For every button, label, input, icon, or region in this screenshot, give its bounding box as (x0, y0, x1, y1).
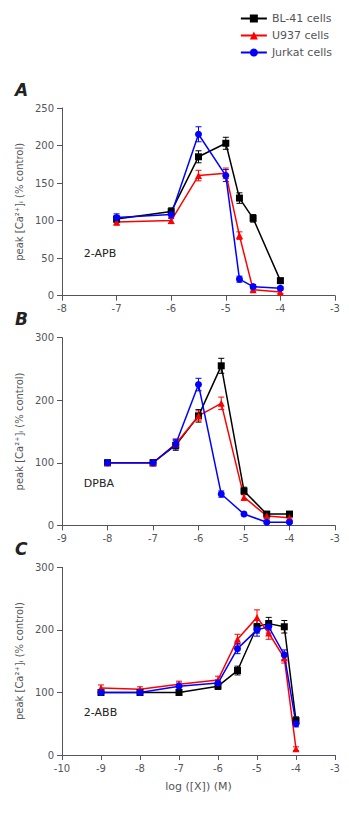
svg-text:-8: -8 (103, 533, 113, 544)
svg-text:100: 100 (35, 457, 54, 468)
svg-text:-9: -9 (57, 533, 67, 544)
svg-text:200: 200 (35, 140, 54, 151)
svg-text:peak [Ca²⁺]ᵢ (% control): peak [Ca²⁺]ᵢ (% control) (14, 602, 25, 720)
svg-text:-8: -8 (57, 303, 67, 314)
svg-text:200: 200 (35, 395, 54, 406)
svg-text:200: 200 (35, 624, 54, 635)
svg-text:-5: -5 (221, 303, 231, 314)
svg-text:-4: -4 (285, 533, 295, 544)
svg-text:B: B (15, 309, 28, 329)
svg-text:-3: -3 (330, 533, 340, 544)
svg-text:50: 50 (41, 253, 54, 264)
svg-text:A: A (13, 80, 28, 100)
svg-text:-5: -5 (239, 533, 249, 544)
svg-text:peak [Ca²⁺]ᵢ (% control): peak [Ca²⁺]ᵢ (% control) (14, 143, 25, 261)
svg-text:-7: -7 (174, 763, 184, 774)
svg-text:-7: -7 (148, 533, 158, 544)
svg-text:log ([X]) (M): log ([X]) (M) (165, 780, 232, 793)
svg-text:0: 0 (48, 290, 54, 301)
svg-text:150: 150 (35, 178, 54, 189)
svg-text:-8: -8 (135, 763, 145, 774)
svg-text:C: C (15, 539, 28, 559)
svg-text:100: 100 (35, 687, 54, 698)
svg-text:-5: -5 (252, 763, 262, 774)
svg-text:-6: -6 (194, 533, 204, 544)
svg-text:100: 100 (35, 215, 54, 226)
svg-text:-4: -4 (291, 763, 301, 774)
svg-text:U937 cells: U937 cells (272, 29, 329, 42)
svg-text:peak [Ca²⁺]ᵢ (% control): peak [Ca²⁺]ᵢ (% control) (14, 372, 25, 490)
svg-text:2-ABB: 2-ABB (84, 706, 117, 719)
svg-text:BL-41 cells: BL-41 cells (272, 12, 332, 25)
svg-text:-3: -3 (330, 763, 340, 774)
svg-text:2-APB: 2-APB (84, 247, 116, 260)
svg-text:0: 0 (48, 750, 54, 761)
svg-text:-6: -6 (166, 303, 176, 314)
svg-text:300: 300 (35, 562, 54, 573)
svg-text:-9: -9 (96, 763, 106, 774)
svg-text:-10: -10 (54, 763, 70, 774)
svg-text:DPBA: DPBA (84, 477, 115, 490)
svg-text:-7: -7 (112, 303, 122, 314)
svg-text:300: 300 (35, 332, 54, 343)
svg-text:Jurkat cells: Jurkat cells (271, 46, 332, 59)
svg-text:250: 250 (35, 103, 54, 114)
svg-text:-4: -4 (275, 303, 285, 314)
svg-text:0: 0 (48, 520, 54, 531)
svg-text:-6: -6 (213, 763, 223, 774)
svg-text:-3: -3 (330, 303, 340, 314)
